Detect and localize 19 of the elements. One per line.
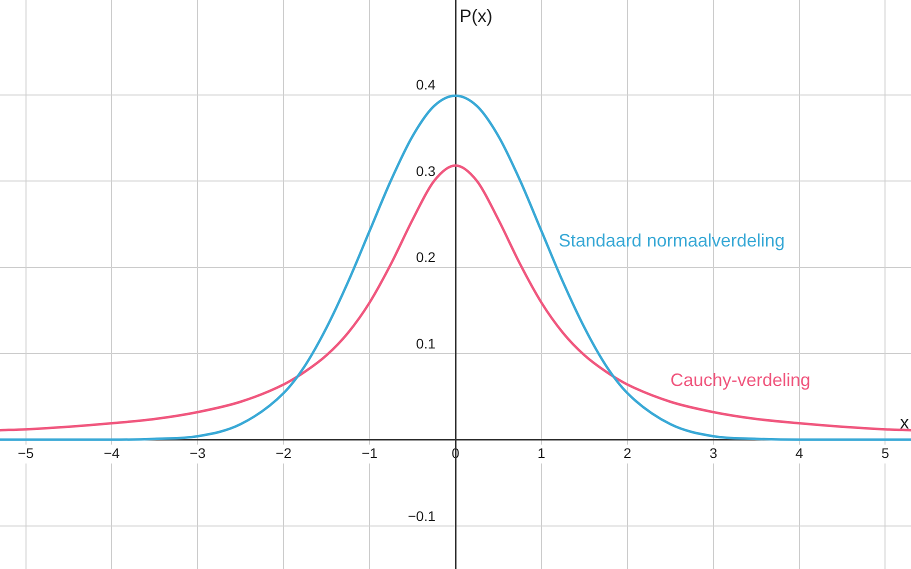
y-axis-title: P(x) [460, 6, 492, 26]
x-tick-label: 1 [538, 444, 546, 461]
series-label: Cauchy-verdeling [670, 370, 810, 390]
x-tick-label: −2 [276, 444, 292, 461]
x-tick-label: −5 [18, 444, 34, 461]
x-tick-label: −1 [362, 444, 378, 461]
x-tick-label: 3 [709, 444, 718, 461]
x-tick-label: 5 [881, 444, 890, 461]
y-tick-label: −0.1 [408, 508, 436, 524]
y-tick-label: 0.2 [416, 249, 436, 266]
series-label: Standaard normaalverdeling [558, 230, 785, 250]
y-tick-label: 0.1 [416, 335, 436, 352]
x-tick-label: 2 [623, 444, 632, 461]
x-axis-title: x [900, 412, 909, 433]
y-tick-label: 0.3 [416, 162, 436, 179]
x-tick-label: −4 [104, 444, 120, 461]
x-tick-label: −3 [190, 444, 206, 461]
y-tick-label: 0.4 [416, 76, 436, 93]
x-tick-label: 4 [795, 444, 804, 461]
